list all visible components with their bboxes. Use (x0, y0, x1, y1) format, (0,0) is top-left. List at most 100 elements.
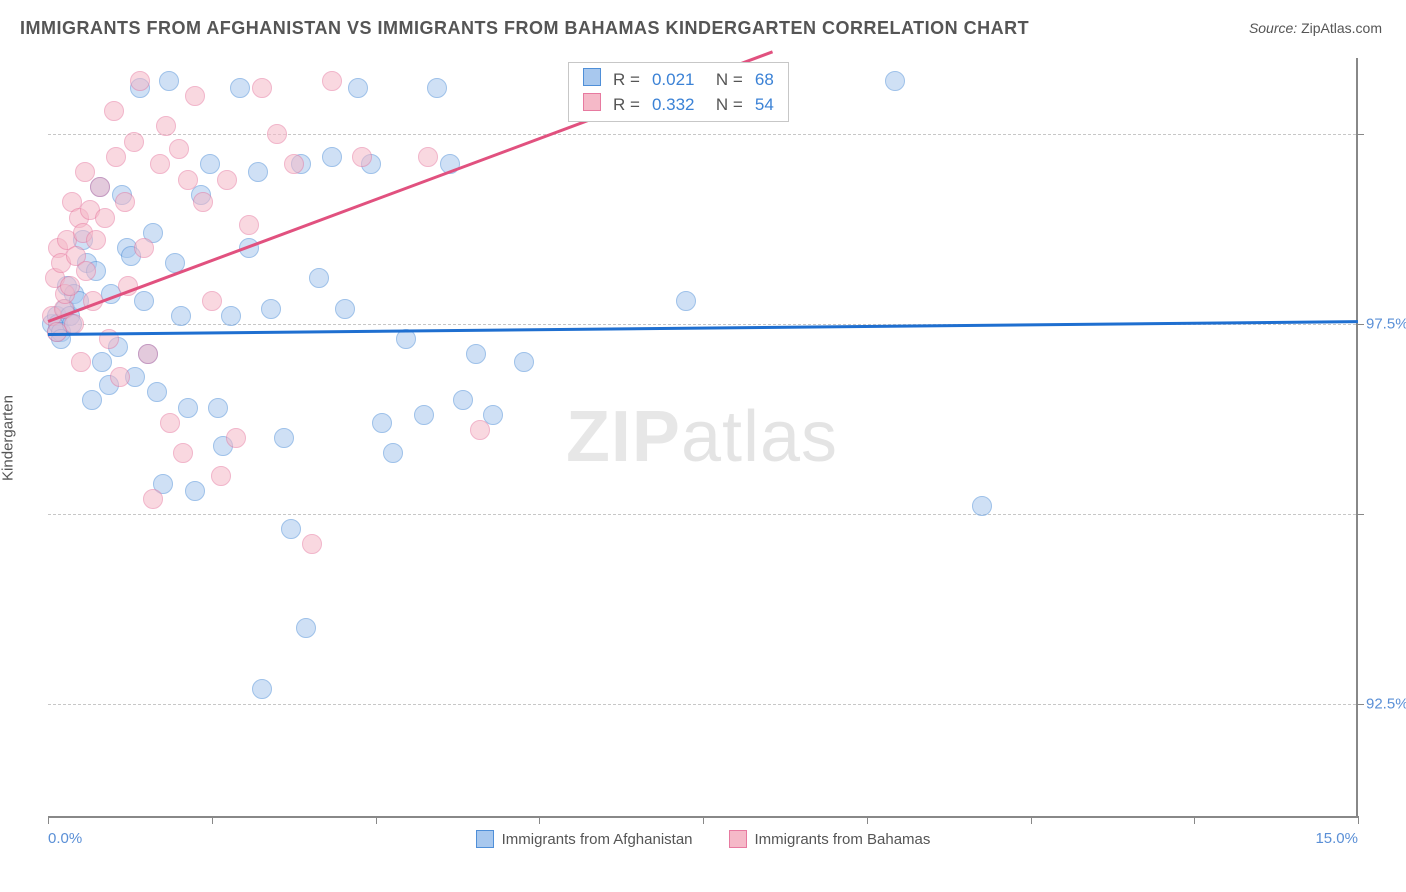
scatter-point (348, 78, 368, 98)
legend-label: Immigrants from Bahamas (755, 831, 931, 848)
scatter-point (185, 86, 205, 106)
y-tick-label: 92.5% (1366, 696, 1406, 713)
legend: Immigrants from Afghanistan Immigrants fr… (0, 830, 1406, 848)
scatter-point (200, 154, 220, 174)
scatter-point (104, 101, 124, 121)
scatter-point (124, 132, 144, 152)
scatter-point (514, 352, 534, 372)
scatter-point (267, 124, 287, 144)
scatter-point (322, 147, 342, 167)
scatter-point (248, 162, 268, 182)
scatter-point (134, 291, 154, 311)
scatter-point (427, 78, 447, 98)
stats-N-value: 68 (749, 67, 780, 92)
stats-R-value: 0.332 (646, 92, 701, 117)
scatter-point (134, 238, 154, 258)
scatter-point (115, 192, 135, 212)
scatter-point (143, 489, 163, 509)
chart-title: IMMIGRANTS FROM AFGHANISTAN VS IMMIGRANT… (20, 18, 1029, 39)
scatter-point (335, 299, 355, 319)
watermark-bold: ZIP (566, 397, 681, 477)
scatter-point (352, 147, 372, 167)
scatter-point (106, 147, 126, 167)
stats-box: R =0.021 N =68R =0.332 N =54 (568, 62, 789, 122)
scatter-point (130, 71, 150, 91)
scatter-point (453, 390, 473, 410)
scatter-point (185, 481, 205, 501)
stats-R-label: R = (607, 92, 646, 117)
scatter-point (414, 405, 434, 425)
scatter-point (75, 162, 95, 182)
scatter-point (159, 71, 179, 91)
scatter-point (138, 344, 158, 364)
scatter-point (147, 382, 167, 402)
scatter-point (466, 344, 486, 364)
scatter-point (211, 466, 231, 486)
scatter-point (470, 420, 490, 440)
y-tick (1356, 324, 1364, 325)
stats-swatch (583, 68, 601, 86)
x-tick (1358, 816, 1359, 824)
gridline (48, 134, 1356, 135)
scatter-point (71, 352, 91, 372)
x-tick (867, 816, 868, 824)
scatter-point (178, 170, 198, 190)
legend-swatch (476, 830, 494, 848)
scatter-point (284, 154, 304, 174)
plot-area: ZIPatlas 92.5%97.5% (48, 58, 1358, 818)
scatter-point (261, 299, 281, 319)
scatter-point (230, 78, 250, 98)
stats-R-value: 0.021 (646, 67, 701, 92)
scatter-point (252, 679, 272, 699)
scatter-point (252, 78, 272, 98)
scatter-point (885, 71, 905, 91)
x-tick (212, 816, 213, 824)
y-tick (1356, 514, 1364, 515)
scatter-point (226, 428, 246, 448)
scatter-point (383, 443, 403, 463)
scatter-point (64, 314, 84, 334)
scatter-point (95, 208, 115, 228)
scatter-point (372, 413, 392, 433)
scatter-point (274, 428, 294, 448)
scatter-point (221, 306, 241, 326)
gridline (48, 514, 1356, 515)
scatter-point (160, 413, 180, 433)
scatter-point (202, 291, 222, 311)
scatter-point (150, 154, 170, 174)
x-tick (376, 816, 377, 824)
scatter-point (296, 618, 316, 638)
scatter-point (396, 329, 416, 349)
gridline (48, 704, 1356, 705)
scatter-point (217, 170, 237, 190)
scatter-point (76, 261, 96, 281)
y-tick (1356, 704, 1364, 705)
scatter-point (676, 291, 696, 311)
scatter-point (169, 139, 189, 159)
scatter-point (156, 116, 176, 136)
scatter-point (972, 496, 992, 516)
legend-label: Immigrants from Afghanistan (502, 831, 693, 848)
x-tick (703, 816, 704, 824)
watermark-light: atlas (681, 397, 838, 477)
scatter-point (239, 215, 259, 235)
scatter-point (302, 534, 322, 554)
y-tick (1356, 134, 1364, 135)
stats-R-label: R = (607, 67, 646, 92)
scatter-point (60, 276, 80, 296)
x-tick (48, 816, 49, 824)
legend-item: Immigrants from Afghanistan (476, 830, 693, 848)
scatter-point (90, 177, 110, 197)
watermark: ZIPatlas (566, 396, 838, 478)
stats-N-label: N = (700, 67, 748, 92)
scatter-point (82, 390, 102, 410)
legend-swatch (729, 830, 747, 848)
scatter-point (309, 268, 329, 288)
scatter-point (322, 71, 342, 91)
x-tick (1194, 816, 1195, 824)
scatter-point (92, 352, 112, 372)
source-label: Source: (1249, 20, 1297, 36)
trend-line (48, 320, 1358, 335)
y-axis-title: Kindergarten (0, 395, 17, 481)
scatter-point (171, 306, 191, 326)
